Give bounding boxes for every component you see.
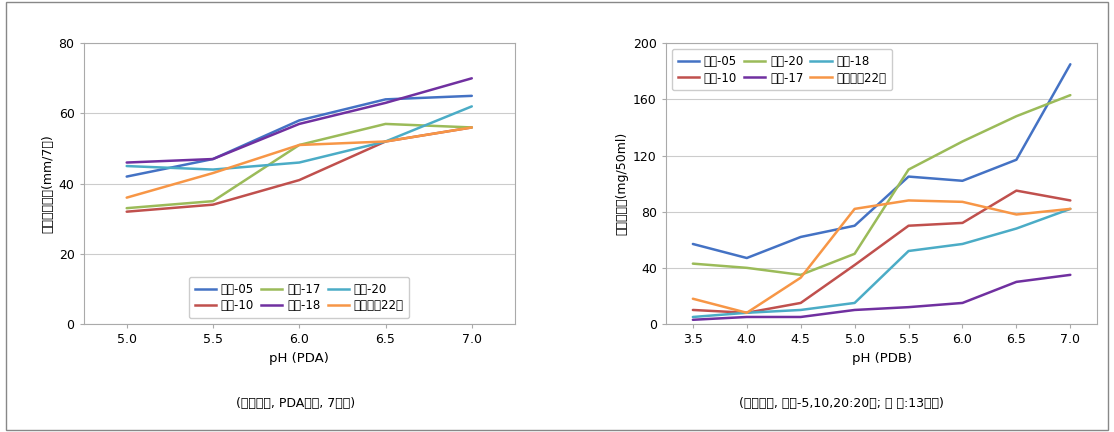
X-axis label: pH (PDA): pH (PDA) xyxy=(270,352,329,365)
Y-axis label: 균사생장직경(mm/7일): 균사생장직경(mm/7일) xyxy=(41,134,55,233)
Legend: 백령-05, 백령-10, 백령-17, 백령-18, 백령-20, 큰느타리22호: 백령-05, 백령-10, 백령-17, 백령-18, 백령-20, 큰느타리2… xyxy=(189,277,410,318)
Y-axis label: 균사생장량(mg/50ml): 균사생장량(mg/50ml) xyxy=(616,132,628,235)
Legend: 백령-05, 백령-10, 백령-20, 백령-17, 백령-18, 큰느타리22호: 백령-05, 백령-10, 백령-20, 백령-17, 백령-18, 큰느타리2… xyxy=(672,49,892,90)
Text: (고체배양, PDA사레, 7일간): (고체배양, PDA사레, 7일간) xyxy=(236,397,354,410)
Text: (액체배양, 백령-5,10,20:20일; 그 외:13일간): (액체배양, 백령-5,10,20:20일; 그 외:13일간) xyxy=(739,397,944,410)
X-axis label: pH (PDB): pH (PDB) xyxy=(851,352,911,365)
